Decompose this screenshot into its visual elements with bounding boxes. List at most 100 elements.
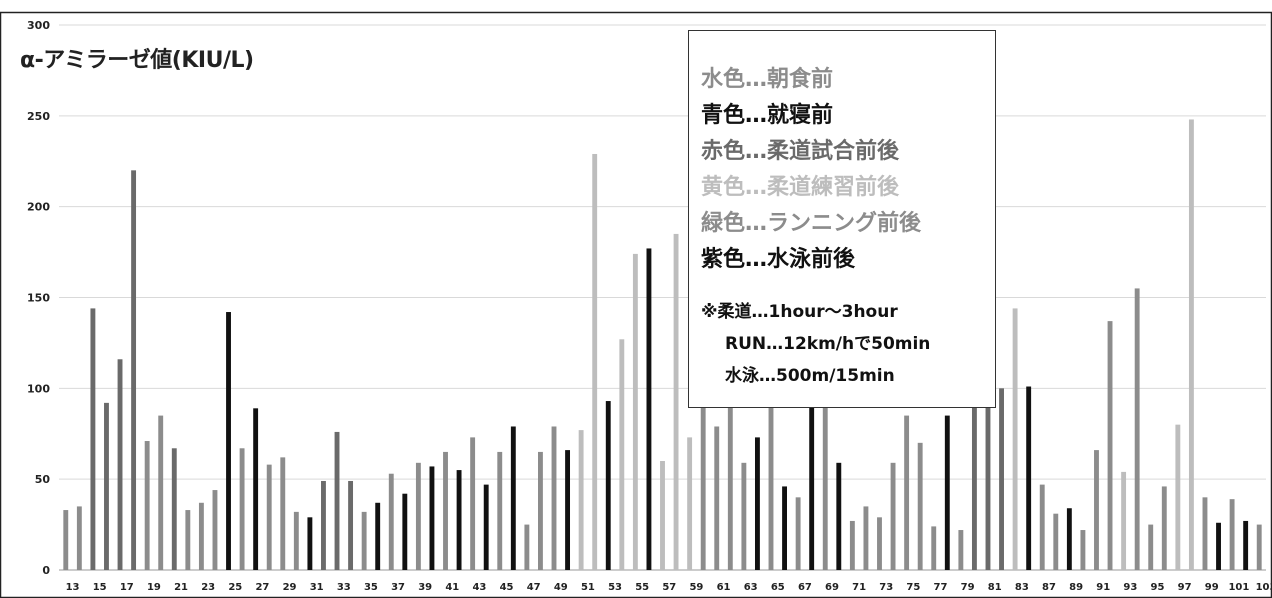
bar <box>226 312 231 570</box>
bar <box>1161 486 1167 570</box>
bar <box>890 462 896 570</box>
bar <box>1188 119 1194 570</box>
bar <box>63 510 69 570</box>
bar <box>687 437 693 570</box>
x-tick-label: 15 <box>93 582 107 593</box>
x-tick-label: 23 <box>201 582 215 593</box>
bar <box>673 233 679 570</box>
note-swim: 水泳…500m/15min <box>725 366 895 386</box>
x-tick-label: 83 <box>1015 582 1029 593</box>
bar <box>578 430 584 570</box>
x-tick-label: 93 <box>1123 582 1137 593</box>
x-tick-label: 103 <box>1256 582 1272 593</box>
bar <box>375 502 381 570</box>
bar <box>280 457 286 570</box>
bar <box>1094 450 1099 570</box>
y-tick-label: 50 <box>35 473 51 486</box>
bar <box>1256 524 1262 570</box>
x-tick-label: 27 <box>255 582 269 593</box>
bar <box>293 511 299 570</box>
bar <box>185 510 191 570</box>
bar <box>1216 522 1221 570</box>
x-tick-label: 91 <box>1096 582 1110 593</box>
x-tick-label: 31 <box>310 582 324 593</box>
bar <box>1026 386 1032 570</box>
x-tick-label: 51 <box>581 582 595 593</box>
bar <box>348 480 354 570</box>
bar <box>388 473 394 570</box>
bar <box>700 388 706 570</box>
x-tick-label: 81 <box>988 582 1002 593</box>
bar <box>144 441 150 570</box>
x-tick-label: 71 <box>852 582 866 593</box>
bar <box>931 526 937 570</box>
bar <box>429 466 435 570</box>
x-tick-label: 29 <box>283 582 297 593</box>
x-tick-label: 35 <box>364 582 378 593</box>
bar <box>361 511 367 570</box>
bar <box>104 402 109 570</box>
x-tick-label: 19 <box>147 582 161 593</box>
bar <box>768 388 774 570</box>
bar <box>90 308 96 570</box>
legend-item-kiiro: 黄色…柔道練習前後 <box>701 175 900 200</box>
bar <box>944 415 950 570</box>
bar <box>822 388 828 570</box>
bar <box>1229 499 1235 570</box>
legend-item-aoiro: 青色…就寝前 <box>701 103 834 128</box>
x-tick-label: 25 <box>228 582 242 593</box>
bar <box>402 493 408 570</box>
x-tick-label: 49 <box>554 582 568 593</box>
bar <box>971 388 977 570</box>
bar <box>198 502 204 570</box>
chart-title: α-アミラーゼ値(KIU/L) <box>20 48 254 73</box>
legend-item-mizuiro: 水色…朝食前 <box>701 67 834 92</box>
x-tick-label: 63 <box>744 582 758 593</box>
bar <box>1066 508 1072 570</box>
bar <box>646 248 652 570</box>
bar <box>863 506 869 570</box>
bar <box>1243 520 1249 570</box>
bar <box>510 426 516 570</box>
bar <box>483 484 489 570</box>
x-tick-label: 69 <box>825 582 839 593</box>
bar <box>551 426 557 570</box>
bar <box>117 359 123 570</box>
x-tick-label: 39 <box>418 582 432 593</box>
x-tick-label: 57 <box>662 582 676 593</box>
x-tick-label: 59 <box>689 582 703 593</box>
bar <box>1148 524 1154 570</box>
x-tick-label: 41 <box>445 582 459 593</box>
x-tick-label: 99 <box>1205 582 1219 593</box>
bar <box>1053 513 1059 570</box>
bar <box>741 462 747 570</box>
bar <box>524 524 530 570</box>
bar <box>904 415 910 570</box>
x-tick-label: 101 <box>1228 582 1249 593</box>
bar <box>809 388 815 570</box>
bar <box>877 517 882 570</box>
bar <box>782 486 787 570</box>
bar <box>754 437 760 570</box>
x-tick-label: 73 <box>879 582 893 593</box>
note-judo: ※柔道…1hour～3hour <box>701 302 898 322</box>
bar <box>1175 424 1181 570</box>
bar <box>917 442 923 570</box>
note-run: RUN…12km/hで50min <box>725 334 931 354</box>
x-tick-label: 89 <box>1069 582 1083 593</box>
bar <box>253 408 259 570</box>
bar <box>958 530 964 570</box>
bar <box>849 520 855 570</box>
x-tick-label: 61 <box>717 582 731 593</box>
x-tick-label: 13 <box>66 582 80 593</box>
bar <box>171 448 177 570</box>
x-tick-label: 53 <box>608 582 622 593</box>
bar <box>443 451 448 570</box>
bar <box>1039 484 1045 570</box>
bar <box>1134 288 1140 570</box>
bar <box>212 490 218 570</box>
bar <box>1121 471 1127 570</box>
y-tick-label: 200 <box>27 201 50 214</box>
x-tick-label: 55 <box>635 582 649 593</box>
